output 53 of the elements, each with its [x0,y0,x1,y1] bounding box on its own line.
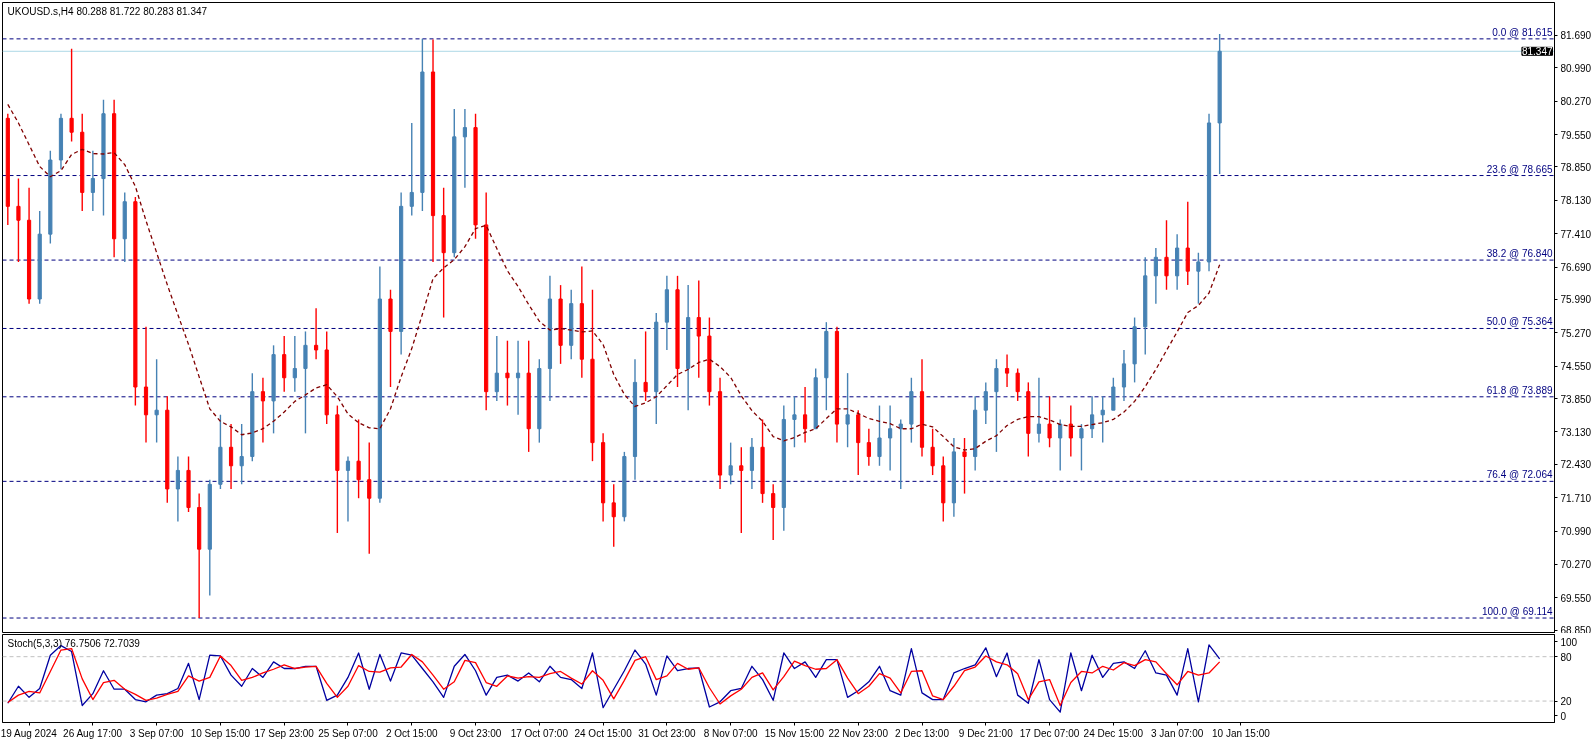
x-tick-label: 3 Jan 07:00 [1151,727,1204,739]
ref-line-label: 23.6 @ 78.665 [1486,163,1553,175]
y-tick-label: 20 [1560,696,1573,708]
y-tick-label: 70.990 [1560,526,1592,538]
x-tick-label: 9 Oct 23:00 [449,727,502,739]
x-tick-label: 8 Nov 07:00 [703,727,759,739]
y-tick-label: 70.270 [1560,559,1592,571]
y-tick-label: 74.550 [1560,361,1592,373]
chart-title: Stoch(5,3,3) 76.7506 72.7039 [7,637,141,649]
y-tick-label: 78.130 [1560,195,1592,207]
y-tick-label: 68.850 [1560,624,1592,636]
x-tick-label: 10 Sep 15:00 [190,727,251,739]
x-tick-label: 9 Dec 21:00 [958,727,1014,739]
x-tick-label: 22 Nov 23:00 [828,727,889,739]
ref-line-label: 100.0 @ 69.114 [1481,606,1553,618]
y-tick-label: 80.990 [1560,62,1592,74]
y-tick-label: 78.850 [1560,161,1592,173]
x-tick-label: 24 Dec 15:00 [1083,727,1144,739]
x-tick-label: 10 Jan 15:00 [1212,727,1271,739]
y-tick-label: 79.550 [1560,129,1592,141]
x-tick-label: 19 Aug 2024 [0,727,58,739]
y-tick-label: 80.270 [1560,96,1592,108]
ref-line-label: 50.0 @ 75.364 [1486,316,1553,328]
y-tick-label: 72.430 [1560,459,1592,471]
y-tick-label: 81.690 [1560,30,1592,42]
x-tick-label: 17 Dec 07:00 [1019,727,1080,739]
chart-title: UKOUSD.s,H4 80.288 81.722 80.283 81.347 [7,5,208,17]
ref-line-label: 76.4 @ 72.064 [1486,469,1553,481]
y-tick-label: 73.130 [1560,426,1592,438]
ref-line-label: 38.2 @ 76.840 [1486,248,1553,260]
x-tick-label: 15 Nov 15:00 [764,727,825,739]
x-tick-label: 31 Oct 23:00 [638,727,696,739]
y-tick-label: 75.990 [1560,294,1592,306]
y-tick-label: 75.270 [1560,327,1592,339]
x-tick-label: 26 Aug 17:00 [63,727,123,739]
ref-line-label: 61.8 @ 73.889 [1486,384,1553,396]
x-tick-label: 17 Sep 23:00 [254,727,315,739]
x-tick-label: 2 Oct 15:00 [385,727,439,739]
y-tick-label: 69.550 [1560,592,1592,604]
y-tick-label: 80 [1560,651,1573,663]
ref-line-label: 0.0 @ 81.615 [1492,26,1553,38]
y-tick-label: 73.850 [1560,393,1592,405]
y-tick-label: 100 [1560,636,1578,648]
x-tick-label: 24 Oct 15:00 [574,727,633,739]
x-tick-label: 17 Oct 07:00 [510,727,569,739]
x-tick-label: 3 Sep 07:00 [129,727,185,739]
x-tick-label: 25 Sep 07:00 [318,727,379,739]
x-tick-label: 2 Dec 13:00 [895,727,950,739]
y-tick-label: 71.710 [1560,492,1592,504]
y-tick-label: 76.690 [1560,262,1592,274]
y-tick-label: 0 [1560,710,1567,722]
ref-line-label: 81.347 [1521,46,1553,58]
y-tick-label: 77.410 [1560,228,1592,240]
